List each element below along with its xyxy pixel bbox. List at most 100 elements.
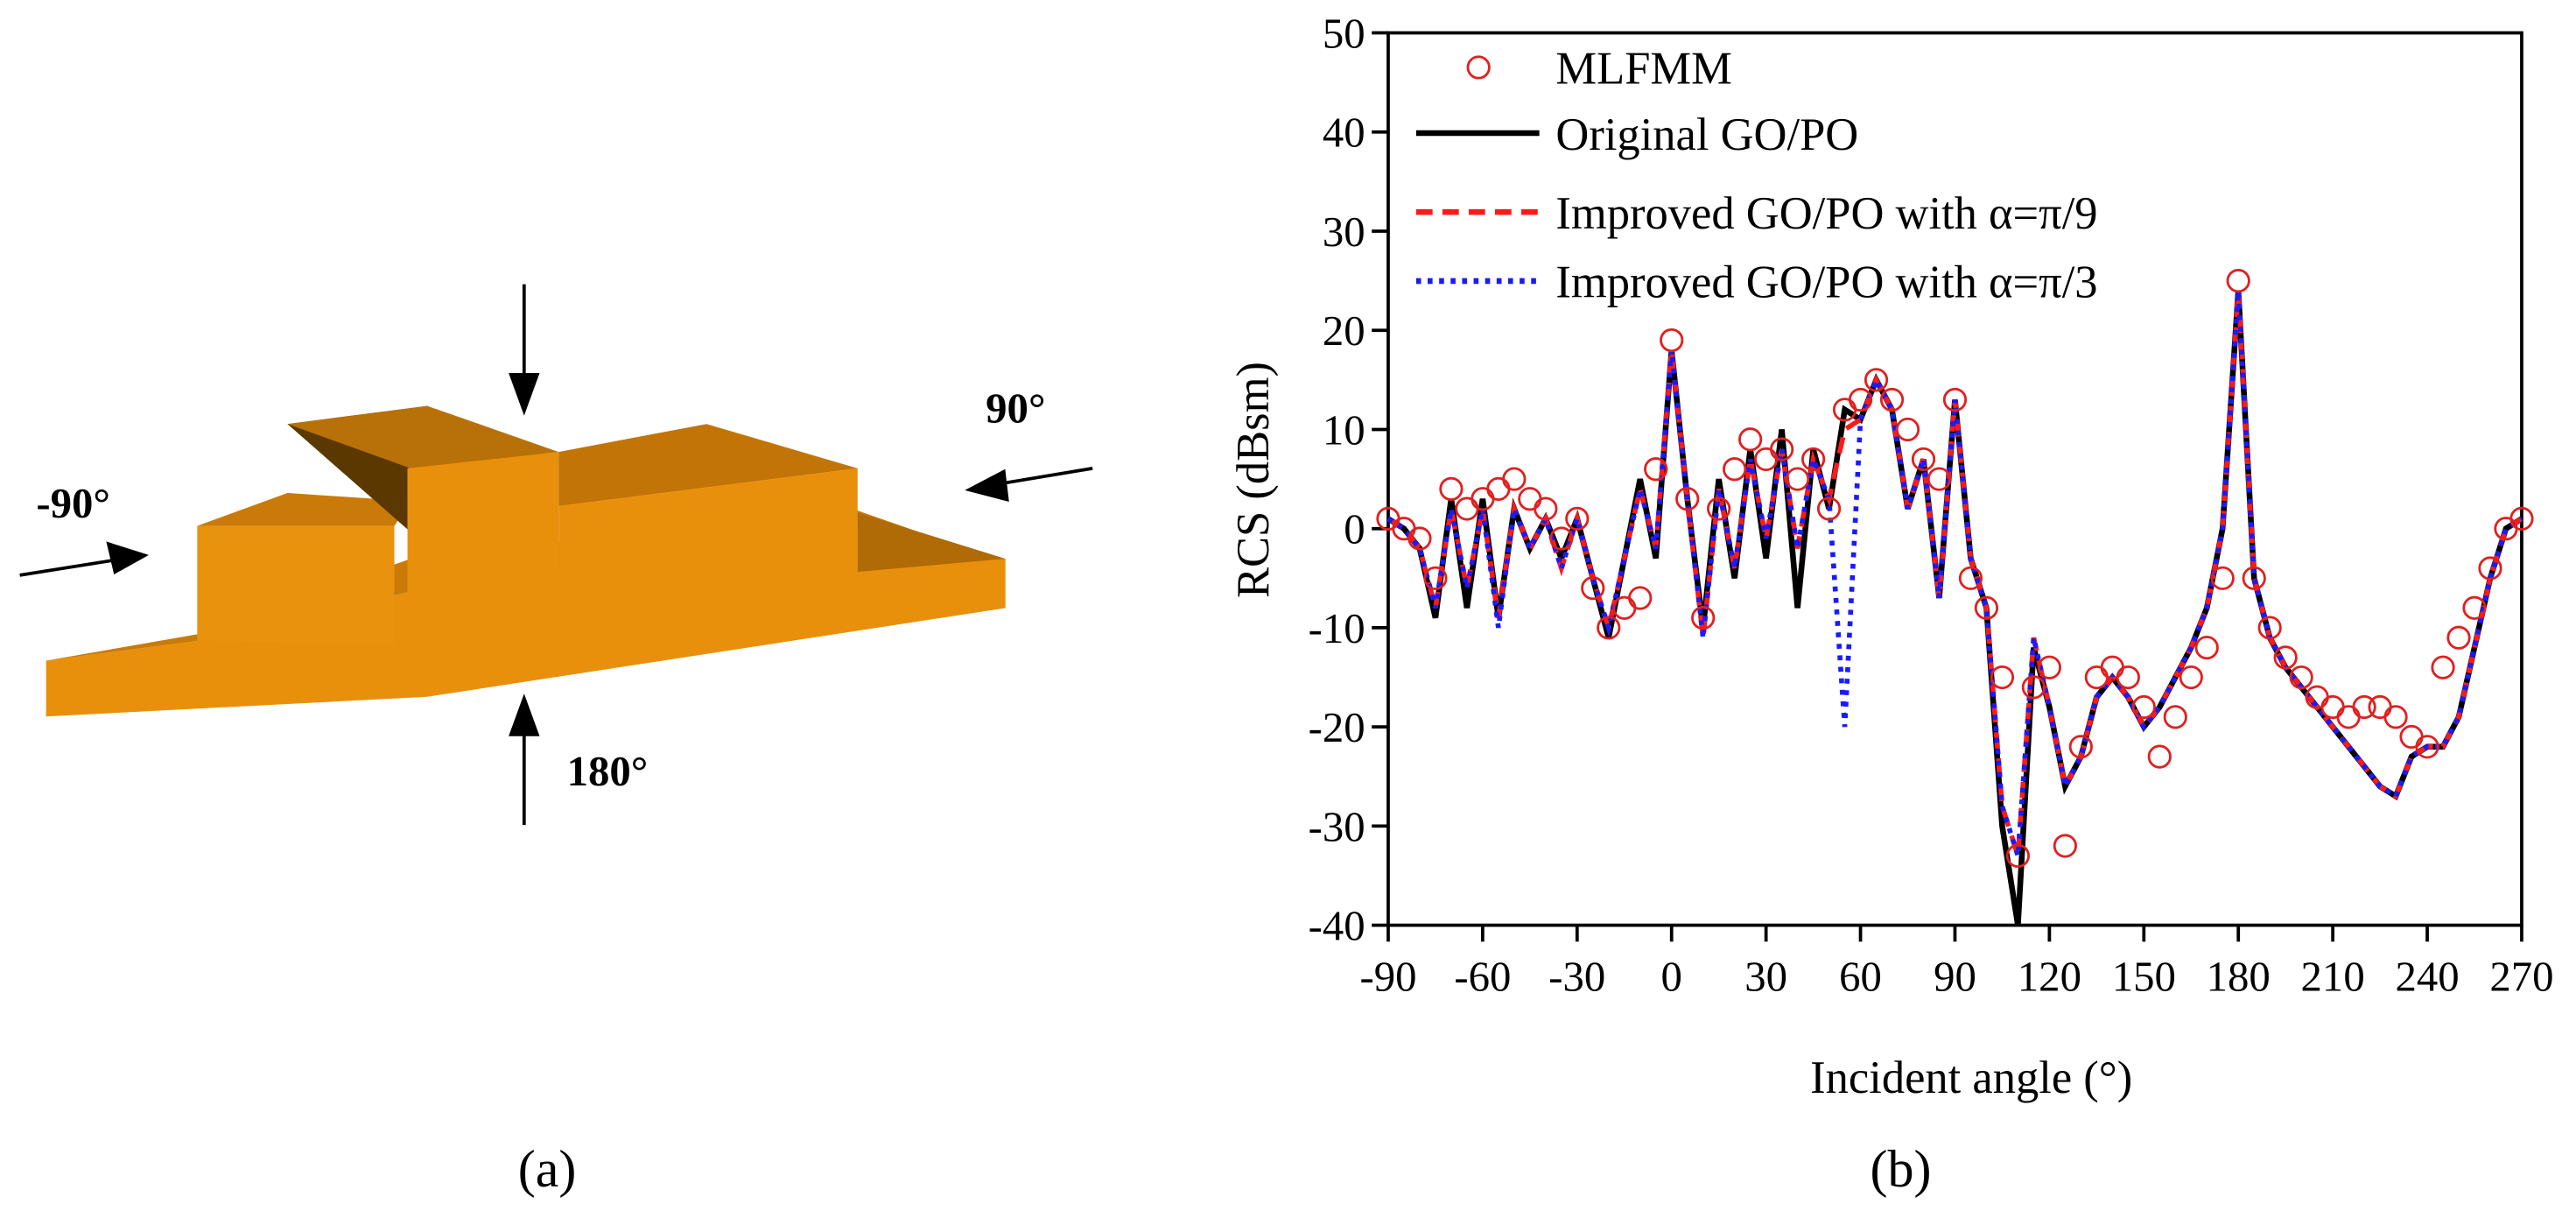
y-tick-label: -40 bbox=[1309, 903, 1365, 950]
data-point bbox=[2415, 735, 2439, 759]
plot-frame bbox=[1386, 31, 2523, 927]
x-tick-label: 90 bbox=[1934, 954, 1976, 1001]
series-line bbox=[1386, 290, 2523, 926]
data-point bbox=[1786, 467, 1810, 491]
data-point bbox=[2399, 724, 2424, 750]
y-tick-label: -20 bbox=[1309, 704, 1365, 751]
data-point bbox=[1723, 457, 1747, 482]
data-point bbox=[1754, 447, 1779, 472]
data-point bbox=[2383, 705, 2408, 729]
data-point bbox=[2210, 566, 2235, 590]
x-tick-label: -90 bbox=[1359, 954, 1416, 1001]
y-axis-label: RCS (dBsm) bbox=[1228, 362, 1279, 598]
data-point bbox=[1407, 526, 1432, 551]
angle-label: -90° bbox=[36, 480, 110, 527]
data-point bbox=[2084, 665, 2109, 690]
data-point bbox=[1660, 327, 1684, 353]
data-point bbox=[2431, 655, 2455, 679]
x-tick-label: 180 bbox=[2207, 954, 2271, 1001]
arrowhead bbox=[509, 373, 540, 416]
data-point bbox=[1958, 566, 1983, 590]
arrow-right bbox=[993, 467, 1093, 487]
x-tick-label: 150 bbox=[2112, 954, 2176, 1001]
data-point bbox=[1942, 387, 1968, 412]
x-tick-label: 270 bbox=[2489, 954, 2553, 1001]
data-point bbox=[2320, 694, 2345, 720]
data-point bbox=[1549, 526, 1574, 551]
data-point bbox=[2509, 506, 2534, 531]
data-point bbox=[2273, 645, 2298, 670]
left-step-top bbox=[197, 493, 411, 526]
data-point bbox=[1439, 476, 1463, 502]
upper-top bbox=[287, 405, 559, 468]
y-tick-label: 30 bbox=[1323, 208, 1365, 256]
data-point bbox=[1486, 476, 1511, 502]
arrowhead bbox=[106, 541, 149, 574]
data-point bbox=[1895, 417, 1920, 442]
data-point bbox=[2037, 655, 2061, 679]
data-point bbox=[2005, 843, 2031, 868]
panel-caption: (b) bbox=[1871, 1139, 1932, 1198]
data-point bbox=[2068, 735, 2093, 759]
legend-marker bbox=[1466, 55, 1491, 80]
data-point bbox=[2053, 834, 2077, 858]
panel-caption: (a) bbox=[518, 1139, 577, 1198]
data-point bbox=[1628, 586, 1653, 610]
data-point bbox=[2131, 694, 2156, 720]
data-point bbox=[2352, 694, 2376, 720]
data-point bbox=[2179, 665, 2203, 690]
arrows bbox=[19, 284, 1093, 826]
x-tick-label: -30 bbox=[1548, 954, 1605, 1001]
legend-label: Improved GO/PO with α=π/9 bbox=[1555, 188, 2097, 239]
data-point bbox=[1597, 616, 1621, 640]
data-point bbox=[2462, 595, 2487, 620]
data-point bbox=[1927, 467, 1952, 491]
y-tick-label: 10 bbox=[1323, 406, 1365, 454]
series-line bbox=[1386, 290, 2523, 857]
data-point bbox=[2289, 665, 2313, 690]
data-point bbox=[1644, 457, 1668, 482]
data-point bbox=[2446, 625, 2471, 650]
right-block-top bbox=[558, 424, 858, 507]
data-point bbox=[1864, 368, 1889, 392]
data-point bbox=[1534, 496, 1558, 521]
data-point bbox=[1565, 506, 1590, 531]
y-tick-label: 50 bbox=[1323, 10, 1365, 57]
angle-label: 180° bbox=[567, 748, 649, 795]
model-drawing bbox=[46, 405, 1006, 717]
data-point bbox=[2478, 556, 2502, 581]
data-point bbox=[2147, 744, 2172, 769]
data-point bbox=[2021, 675, 2046, 700]
data-point bbox=[1707, 496, 1731, 521]
data-point bbox=[2368, 694, 2392, 720]
legend-label: Improved GO/PO with α=π/3 bbox=[1555, 257, 2097, 308]
right-step-top bbox=[857, 512, 1006, 573]
data-point bbox=[1800, 447, 1826, 472]
legend-label: Original GO/PO bbox=[1555, 109, 1858, 160]
data-point bbox=[1911, 447, 1936, 472]
data-point bbox=[1455, 496, 1479, 521]
data-point bbox=[1879, 387, 1905, 412]
x-tick-label: 240 bbox=[2395, 954, 2459, 1001]
data-point bbox=[1675, 487, 1700, 511]
data-point bbox=[1816, 496, 1842, 521]
data-point bbox=[1990, 665, 2015, 690]
data-point bbox=[1691, 605, 1716, 630]
legend-label: MLFMM bbox=[1555, 44, 1731, 95]
data-point bbox=[1848, 387, 1873, 412]
data-point bbox=[2242, 566, 2266, 590]
data-point bbox=[1974, 595, 1999, 620]
center-block bbox=[407, 452, 559, 644]
data-point bbox=[1423, 566, 1448, 590]
data-point bbox=[2163, 705, 2187, 729]
x-tick-label: 30 bbox=[1744, 954, 1787, 1001]
y-tick-label: 40 bbox=[1323, 109, 1365, 157]
right-block bbox=[558, 468, 858, 609]
data-point bbox=[1738, 427, 1763, 452]
x-tick-label: 210 bbox=[2301, 954, 2365, 1001]
data-point bbox=[2226, 269, 2250, 293]
data-point bbox=[2257, 616, 2282, 640]
y-tick-label: -30 bbox=[1309, 803, 1365, 850]
